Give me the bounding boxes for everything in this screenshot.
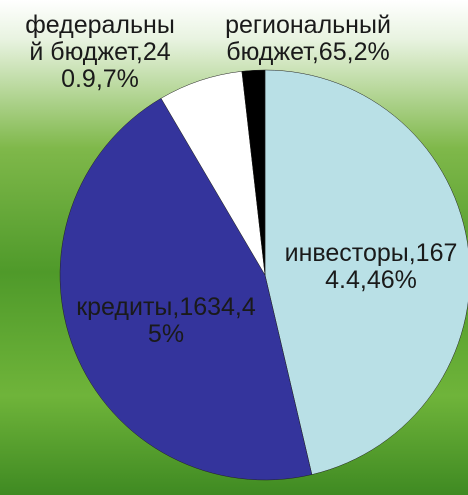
- pie-slice: [241, 69, 266, 276]
- pie-slice: [59, 97, 313, 481]
- slice-label: федеральный бюджет,240.9,7%: [25, 11, 175, 93]
- pie-slice: [264, 69, 468, 475]
- slice-label: кредиты,1634,45%: [76, 293, 256, 348]
- slice-label: инвесторы,1674.4,46%: [284, 239, 458, 294]
- slice-label: региональный бюджет,65,2%: [225, 11, 391, 66]
